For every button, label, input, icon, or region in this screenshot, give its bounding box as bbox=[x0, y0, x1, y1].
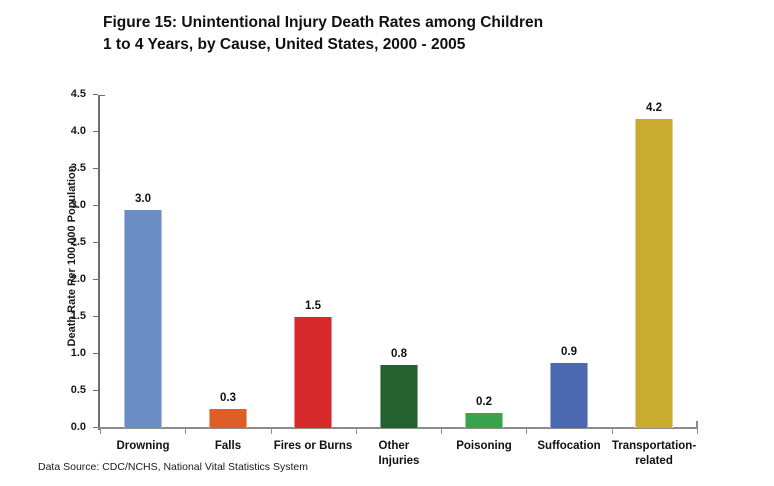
y-tick-label: 0.5 bbox=[70, 384, 86, 396]
data-source-note: Data Source: CDC/NCHS, National Vital St… bbox=[38, 461, 308, 473]
x-axis-boundary-tick bbox=[441, 429, 443, 434]
x-category-label: Other Injuries bbox=[341, 439, 457, 469]
y-tick-label: 0.0 bbox=[70, 421, 86, 433]
bar-value-label: 0.3 bbox=[220, 392, 236, 404]
bar-falls bbox=[209, 409, 247, 428]
figure-title-line2: 1 to 4 Years, by Cause, United States, 2… bbox=[103, 36, 466, 53]
bar-transportation-related bbox=[635, 119, 673, 428]
y-tick-label: 3.5 bbox=[70, 162, 86, 174]
bar-value-label: 4.2 bbox=[646, 102, 662, 114]
y-tick-mark bbox=[93, 353, 98, 354]
bar-drowning bbox=[124, 210, 162, 428]
x-axis-end-tick bbox=[696, 421, 698, 428]
y-tick-mark bbox=[93, 316, 98, 317]
x-category-label-text: Poisoning bbox=[456, 440, 512, 452]
x-axis-boundary-tick bbox=[355, 429, 357, 434]
bar-value-label: 3.0 bbox=[135, 193, 151, 205]
x-axis-boundary-tick bbox=[185, 429, 187, 434]
figure-title-line1: Figure 15: Unintentional Injury Death Ra… bbox=[103, 14, 544, 31]
x-axis-boundary-tick bbox=[526, 429, 528, 434]
x-category-label-text: Transportation- related bbox=[611, 440, 697, 467]
y-tick-mark bbox=[93, 94, 98, 95]
y-tick-mark bbox=[93, 168, 98, 169]
y-tick-label: 1.0 bbox=[70, 347, 86, 359]
bar-value-label: 0.2 bbox=[476, 396, 492, 408]
bar-fires-or-burns bbox=[294, 317, 332, 428]
bar-other-injuries bbox=[380, 365, 418, 428]
y-tick-label: 2.0 bbox=[70, 273, 86, 285]
x-category-label: Drowning bbox=[85, 439, 201, 454]
y-tick-label: 2.5 bbox=[70, 236, 86, 248]
bar-value-label: 0.8 bbox=[391, 348, 407, 360]
x-axis-boundary-tick bbox=[100, 429, 101, 434]
bar-value-label: 0.9 bbox=[561, 346, 577, 358]
y-tick-mark bbox=[93, 131, 98, 132]
x-category-label-text: Other Injuries bbox=[378, 440, 420, 467]
y-tick-label: 4.5 bbox=[70, 88, 86, 100]
y-tick-label: 4.0 bbox=[70, 125, 86, 137]
y-axis-title: Death Rate Per 100,000 Population bbox=[66, 165, 78, 347]
x-axis-boundary-tick bbox=[697, 429, 698, 434]
bar-value-label: 1.5 bbox=[305, 300, 321, 312]
bar-suffocation bbox=[550, 363, 588, 428]
x-category-label-text: Falls bbox=[214, 440, 242, 452]
bar-poisoning bbox=[465, 413, 503, 428]
figure-title: Figure 15: Unintentional Injury Death Ra… bbox=[103, 12, 543, 56]
x-axis-boundary-tick bbox=[270, 429, 272, 434]
x-category-label-text: Drowning bbox=[116, 440, 170, 452]
x-category-label: Falls bbox=[170, 439, 286, 454]
x-category-label-text: Fires or Burns bbox=[273, 440, 353, 452]
x-category-label-text: Suffocation bbox=[537, 440, 601, 452]
x-category-label: Transportation- related bbox=[596, 439, 712, 469]
y-tick-mark bbox=[93, 205, 98, 206]
y-tick-mark bbox=[93, 242, 98, 243]
y-tick-mark bbox=[93, 279, 98, 280]
y-axis-line bbox=[98, 95, 100, 430]
y-tick-mark bbox=[93, 390, 98, 391]
x-category-label: Fires or Burns bbox=[255, 439, 371, 454]
x-axis-boundary-tick bbox=[611, 429, 613, 434]
y-tick-mark bbox=[93, 427, 98, 428]
x-axis-line bbox=[98, 427, 698, 429]
y-tick-label: 1.5 bbox=[70, 310, 86, 322]
x-category-label: Suffocation bbox=[511, 439, 627, 454]
x-category-label: Poisoning bbox=[426, 439, 542, 454]
y-axis-end-tick bbox=[100, 95, 105, 96]
y-tick-label: 3.0 bbox=[70, 199, 86, 211]
